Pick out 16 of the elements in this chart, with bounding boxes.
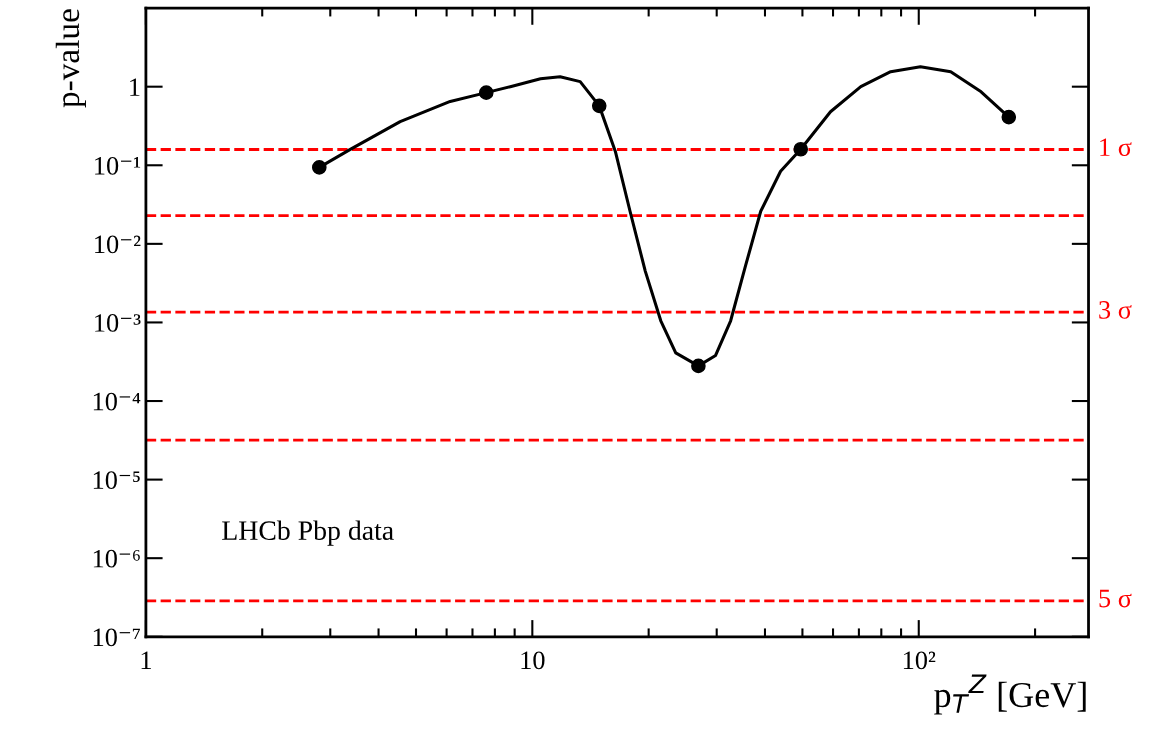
- y-tick-label: 10⁻¹: [95, 156, 141, 175]
- x-tick-label: 10: [521, 651, 545, 670]
- x-axis-title: p$_{T}$$^{Z}$ [GeV]: [934, 674, 1086, 715]
- y-tick-label: 10⁻⁶: [93, 549, 140, 568]
- x-tick-label: 10²: [903, 651, 936, 670]
- y-axis-title: p-value: [55, 9, 86, 108]
- annotation: LHCb Pbp data: [222, 520, 394, 546]
- y-tick-label: 10⁻⁴: [93, 392, 141, 411]
- y-tick-label: 10⁻²: [95, 235, 141, 254]
- y-tick-label: 1: [130, 78, 140, 96]
- y-tick-label: 10⁻⁷: [93, 628, 140, 647]
- ref-line-label: 1 σ: [1100, 138, 1132, 157]
- ref-line-label: 5 σ: [1099, 589, 1132, 608]
- ref-line-label: 3 σ: [1099, 301, 1132, 319]
- y-tick-label: 10⁻⁵: [93, 471, 140, 490]
- y-tick-label: 10⁻³: [95, 314, 141, 332]
